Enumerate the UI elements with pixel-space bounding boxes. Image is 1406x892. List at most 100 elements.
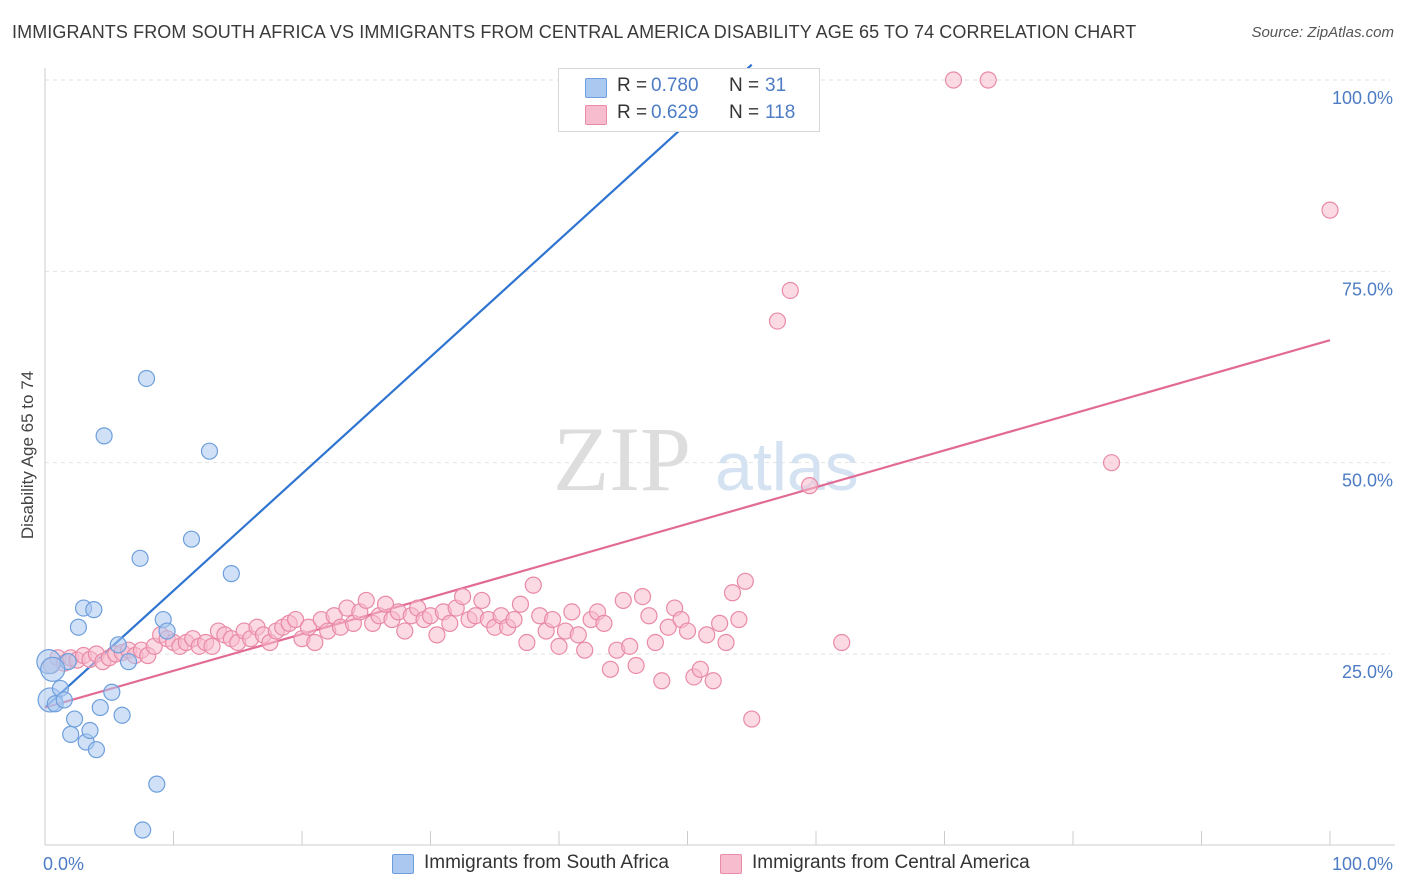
x-tick-label-max: 100.0%: [1332, 854, 1393, 874]
point-central-america: [944, 71, 963, 89]
point-south-africa: [182, 530, 201, 548]
point-central-america: [800, 477, 819, 495]
y-tick-label: 100.0%: [1332, 88, 1393, 108]
point-central-america: [357, 591, 375, 610]
point-central-america: [286, 610, 305, 629]
point-central-america: [633, 587, 652, 606]
point-central-america: [396, 622, 414, 640]
point-central-america: [621, 637, 639, 655]
trend-lines: [44, 63, 1331, 709]
gridlines: [45, 79, 1390, 655]
point-central-america: [473, 591, 491, 610]
point-south-africa: [87, 741, 106, 759]
point-south-africa: [62, 725, 80, 743]
point-central-america: [569, 626, 587, 644]
point-south-africa: [40, 656, 66, 682]
point-central-america: [723, 584, 742, 602]
watermark-zip: ZIP: [553, 408, 691, 510]
point-central-america: [454, 587, 472, 606]
x-tick-label-min: 0.0%: [43, 854, 84, 874]
bottom-legend-label-south-africa: Immigrants from South Africa: [424, 852, 669, 873]
point-south-africa: [109, 636, 127, 654]
legend-swatch-south-africa: [585, 78, 607, 98]
legend-n-value: 118: [765, 102, 796, 123]
point-central-america: [659, 618, 677, 636]
point-central-america: [646, 633, 664, 652]
point-central-america: [518, 633, 536, 652]
point-central-america: [563, 603, 581, 621]
legend-box: R = 0.780 N = 31 R = 0.629 N = 118: [558, 68, 820, 132]
point-south-africa: [148, 775, 166, 793]
point-central-america: [653, 672, 671, 690]
point-south-africa: [200, 442, 219, 460]
point-central-america: [299, 618, 318, 636]
point-central-america: [698, 626, 716, 644]
point-central-america: [543, 610, 562, 629]
point-central-america: [511, 595, 530, 613]
point-central-america: [691, 660, 709, 678]
point-south-africa: [222, 565, 240, 583]
point-central-america: [627, 656, 645, 675]
point-central-america: [595, 614, 613, 632]
trend-line-central-america: [44, 339, 1331, 709]
point-central-america: [730, 610, 748, 629]
point-central-america: [640, 607, 658, 625]
point-south-africa: [81, 721, 99, 740]
point-central-america: [768, 312, 787, 330]
chart-title: IMMIGRANTS FROM SOUTH AFRICA VS IMMIGRAN…: [12, 22, 1137, 42]
point-central-america: [736, 572, 754, 590]
point-south-africa: [95, 427, 113, 445]
point-central-america: [678, 622, 697, 640]
watermark: ZIP atlas: [553, 408, 859, 510]
point-south-africa: [91, 698, 109, 717]
point-central-america: [376, 595, 395, 613]
point-central-america: [601, 660, 620, 678]
point-south-africa: [158, 622, 176, 640]
point-central-america: [524, 576, 542, 594]
point-central-america: [203, 637, 221, 655]
point-central-america: [550, 637, 568, 655]
axes: [44, 68, 1395, 846]
point-central-america: [743, 710, 761, 728]
point-south-africa: [65, 710, 84, 728]
legend-r-value: 0.629: [651, 102, 699, 123]
point-central-america: [1321, 201, 1339, 219]
point-south-africa: [103, 683, 121, 701]
point-south-africa: [113, 706, 131, 724]
watermark-atlas: atlas: [715, 429, 859, 505]
source-credit: Source: ZipAtlas.com: [1251, 24, 1394, 41]
bottom-legend-swatch-central-america: [720, 854, 742, 874]
point-central-america: [428, 626, 446, 644]
point-central-america: [717, 633, 735, 652]
legend-r-label: R =: [617, 75, 648, 96]
point-central-america: [833, 633, 851, 652]
bottom-legend: Immigrants from South Africa Immigrants …: [0, 852, 1406, 878]
legend-swatch-central-america: [585, 105, 607, 125]
point-central-america: [979, 71, 997, 89]
point-central-america: [505, 610, 523, 629]
point-south-africa: [119, 653, 138, 671]
point-south-africa: [69, 618, 88, 636]
point-central-america: [614, 591, 632, 610]
y-tick-label: 75.0%: [1342, 279, 1393, 299]
trend-line-south-africa: [44, 63, 753, 709]
point-central-america: [711, 614, 729, 632]
tick-labels: 25.0% 50.0% 75.0% 100.0% 0.0% 100.0%: [43, 88, 1393, 874]
legend-r-value: 0.780: [651, 75, 699, 96]
point-south-africa: [137, 369, 156, 388]
data-points: [36, 71, 1339, 839]
point-central-america: [1102, 454, 1121, 472]
y-tick-label: 50.0%: [1342, 471, 1393, 491]
point-central-america: [441, 614, 459, 632]
legend-n-label: N =: [729, 102, 760, 123]
legend-r-label: R =: [617, 102, 648, 123]
legend-n-label: N =: [729, 75, 760, 96]
point-south-africa: [131, 549, 149, 567]
point-central-america: [781, 281, 799, 300]
y-tick-label: 25.0%: [1342, 662, 1393, 682]
point-south-africa: [134, 821, 152, 839]
legend-n-value: 31: [765, 75, 787, 96]
point-south-africa: [55, 691, 73, 709]
point-south-africa: [85, 601, 103, 619]
